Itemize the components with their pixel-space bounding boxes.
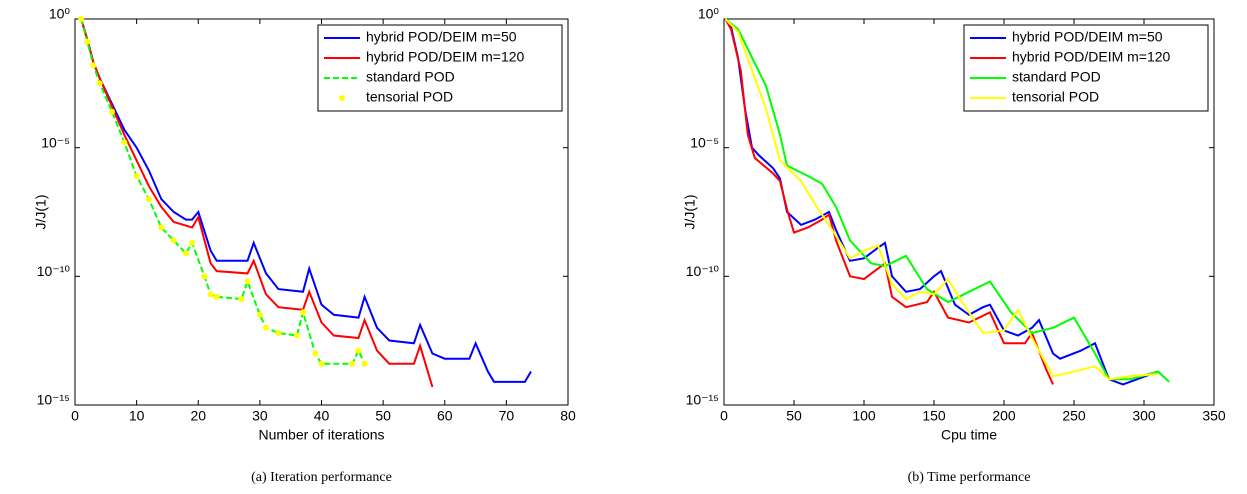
legend-box — [963, 24, 1209, 112]
series-line — [724, 18, 1170, 383]
caption: (b) Time performance — [908, 470, 1031, 485]
x-tick-label: 60 — [437, 408, 453, 424]
x-tick-label: 50 — [375, 408, 391, 424]
x-tick-label: 40 — [314, 408, 330, 424]
legend-label: hybrid POD/DEIM m=120 — [1012, 49, 1171, 65]
legend-label: tensorial POD — [1012, 89, 1099, 105]
legend-label: standard POD — [1012, 69, 1101, 85]
x-tick-label: 100 — [852, 408, 876, 424]
data-point — [213, 293, 220, 300]
legend-label: tensorial POD — [366, 89, 453, 105]
x-tick-label: 250 — [1062, 408, 1086, 424]
chart: 0 50 100 150 200 250 300 350 10⁻¹⁵ 10⁻¹⁰ 10⁻⁵ 10⁰ Cp… — [682, 6, 1226, 486]
data-point — [349, 360, 356, 367]
series-line — [724, 18, 1159, 386]
legend-swatch — [339, 95, 345, 101]
x-tick-label: 150 — [922, 408, 946, 424]
data-point — [361, 360, 368, 367]
data-point — [263, 324, 270, 331]
data-point — [318, 360, 325, 367]
y-tick-label: 10⁻¹⁰ — [37, 263, 71, 279]
data-point — [256, 311, 263, 318]
x-tick-label: 300 — [1132, 408, 1156, 424]
legend-label: hybrid POD/DEIM m=50 — [1012, 29, 1163, 45]
data-point — [312, 350, 319, 357]
x-axis-label: Number of iterations — [258, 427, 384, 443]
data-point — [133, 173, 140, 180]
data-point — [78, 16, 85, 22]
data-point — [158, 224, 165, 231]
x-tick-label: 350 — [1202, 408, 1226, 424]
series-line — [80, 18, 434, 388]
x-axis-label: Cpu time — [941, 427, 997, 443]
y-tick-label: 10⁻⁵ — [690, 134, 719, 150]
y-tick-label: 10⁻⁵ — [41, 134, 70, 150]
x-tick-label: 30 — [252, 408, 268, 424]
data-point — [293, 332, 300, 339]
data-point — [244, 278, 251, 285]
data-point — [207, 291, 214, 298]
legend-label: standard POD — [366, 69, 455, 85]
x-tick-label: 20 — [190, 408, 206, 424]
x-tick-label: 50 — [786, 408, 802, 424]
data-point — [182, 250, 189, 257]
data-point — [300, 309, 307, 316]
data-point — [96, 80, 103, 87]
series-line — [724, 18, 1054, 385]
y-tick-label: 10⁻¹⁰ — [686, 263, 720, 279]
caption: (a) Iteration performance — [251, 470, 392, 485]
y-axis-label: J/J(1) — [682, 195, 698, 230]
x-tick-label: 0 — [720, 408, 728, 424]
x-tick-label: 80 — [560, 408, 576, 424]
legend-box — [317, 24, 563, 112]
data-point — [355, 347, 362, 354]
data-point — [189, 239, 196, 246]
y-tick-label: 10⁻¹⁵ — [686, 392, 719, 408]
x-tick-label: 70 — [499, 408, 515, 424]
data-point — [145, 196, 152, 203]
legend-label: hybrid POD/DEIM m=120 — [366, 49, 525, 65]
y-tick-label: 10⁰ — [698, 6, 720, 22]
y-tick-label: 10⁻¹⁵ — [37, 392, 70, 408]
series-line — [724, 18, 1159, 381]
data-point — [108, 108, 115, 115]
data-point — [275, 329, 282, 336]
series-line — [80, 18, 532, 383]
chart: 0 10 20 30 40 50 60 70 80 10⁻¹⁵ 10⁻¹⁰ 10⁻⁵ 10⁰ Number… — [33, 6, 576, 486]
x-tick-label: 0 — [71, 408, 79, 424]
y-tick-label: 10⁰ — [49, 6, 71, 22]
data-point — [84, 38, 91, 45]
data-point — [90, 62, 97, 69]
x-tick-label: 10 — [129, 408, 145, 424]
data-point — [238, 296, 245, 303]
legend-label: hybrid POD/DEIM m=50 — [366, 29, 517, 45]
data-point — [121, 139, 128, 146]
data-point — [170, 237, 177, 244]
y-axis-label: J/J(1) — [33, 195, 49, 230]
x-tick-label: 200 — [992, 408, 1016, 424]
data-point — [201, 273, 208, 280]
